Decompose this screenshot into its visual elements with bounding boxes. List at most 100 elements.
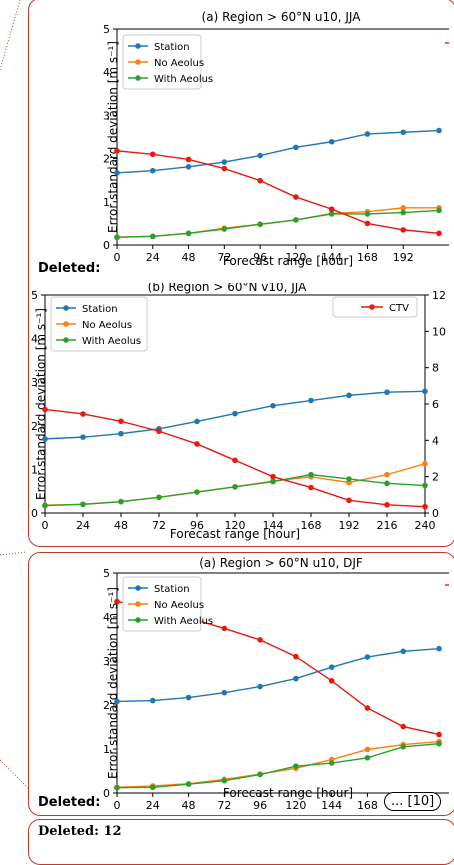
y-tick-label: 3 <box>31 376 38 389</box>
x-tick-label: 48 <box>182 251 196 264</box>
series-point-station <box>364 131 371 137</box>
x-tick-label: 144 <box>321 251 342 264</box>
deleted-balloon-2[interactable]: (a) Region > 60°N u10, DJF 0 1 2 3 4 5 0 24 48 72 9… <box>28 552 454 816</box>
x-tick-label: 120 <box>225 519 246 532</box>
y-tick-label: 2 <box>103 153 110 166</box>
x-tick-label: 24 <box>76 519 90 532</box>
y-tick-label: 4 <box>103 611 110 624</box>
x-tick-label: 216 <box>377 519 398 532</box>
series-point-with-aeolus <box>185 781 192 787</box>
x-tick-label: 144 <box>263 519 284 532</box>
x-tick-label: 0 <box>42 519 49 532</box>
legend-marker <box>135 59 141 65</box>
series-point-unnamed <box>114 148 120 154</box>
legend-label: Station <box>154 584 190 595</box>
series-point-no-aeolus <box>422 460 428 467</box>
series-point-with-aeolus <box>293 763 299 769</box>
y-axis-title: Error standard deviation [m s⁻¹] <box>106 41 120 233</box>
chart-title: (a) Region > 60°N u10, DJF <box>199 556 363 570</box>
x-tick-label: 192 <box>393 251 414 264</box>
series-point-with-aeolus <box>221 226 228 232</box>
x-tick-label: 96 <box>253 251 267 264</box>
series-point-station <box>436 645 442 652</box>
legend-marker <box>135 617 141 623</box>
series-point-ctv <box>118 418 124 425</box>
y-tick-label: 3 <box>103 655 110 668</box>
series-point-unnamed <box>114 598 120 605</box>
x-tick-label: 168 <box>357 799 378 812</box>
series-point-with-aeolus <box>257 771 263 778</box>
series-point-station <box>328 138 335 145</box>
series-point-station <box>293 675 299 682</box>
y2-tick-label: 6 <box>432 398 439 411</box>
series-point-with-aeolus <box>364 755 371 761</box>
series-point-no-aeolus <box>400 205 407 211</box>
deleted-balloon-3[interactable]: Deleted: 12 <box>28 819 454 865</box>
series-point-with-aeolus <box>185 230 192 237</box>
series-point-station <box>114 698 120 705</box>
chart-u10-djf: (a) Region > 60°N u10, DJF 0 1 2 3 4 5 0 24 48 72 9… <box>103 556 449 812</box>
legend-marker <box>63 337 69 343</box>
series-point-with-aeolus <box>114 234 120 241</box>
series-point-station <box>149 697 156 704</box>
legend-box <box>122 576 202 632</box>
more-changes-button[interactable]: ... [10] <box>384 792 442 811</box>
series-point-station <box>384 389 390 396</box>
series-line-station <box>116 647 440 703</box>
series-point-station <box>185 164 192 170</box>
y-tick-label: 1 <box>31 463 38 476</box>
series-point-station <box>185 694 192 701</box>
y-tick-label: 3 <box>103 109 110 122</box>
y-tick-label: 5 <box>103 567 110 580</box>
series-point-station <box>308 397 314 404</box>
series-point-station <box>422 388 428 395</box>
series-point-unnamed <box>221 165 228 172</box>
series-point-station <box>400 648 407 655</box>
series-line-no-aeolus <box>116 740 440 788</box>
series-point-with-aeolus <box>114 784 120 791</box>
legend-label: With Aeolus <box>154 74 213 85</box>
series-group <box>114 127 442 241</box>
series-point-station <box>257 683 263 690</box>
chart-title: (b) Region > 60°N v10, JJA <box>148 283 307 294</box>
x-tick-label: 72 <box>217 799 231 812</box>
series-point-unnamed <box>257 637 263 643</box>
series-point-with-aeolus <box>436 740 442 747</box>
series-point-unnamed <box>221 625 228 632</box>
legend-label: Station <box>154 42 190 53</box>
legend-box <box>122 34 202 90</box>
y2-tick-label: 4 <box>432 434 439 447</box>
series-point-with-aeolus <box>293 217 299 223</box>
deleted-balloon-1[interactable]: (a) Region > 60°N u10, JJA 0 1 2 3 4 5 0 24 48 72 9… <box>28 0 454 547</box>
x-tick-label: 144 <box>321 799 342 812</box>
series-point-ctv <box>384 502 390 508</box>
series-point-unnamed <box>400 227 407 233</box>
legend-label: With Aeolus <box>82 336 141 347</box>
series-point-with-aeolus <box>436 207 442 214</box>
series-point-station <box>293 144 299 151</box>
x-tick-label: 168 <box>357 251 378 264</box>
series-point-unnamed <box>293 653 299 660</box>
legend-label: No Aeolus <box>154 58 204 69</box>
x-axis-title: Forecast range [hour] <box>223 786 353 800</box>
x-axis-title: Forecast range [hour] <box>223 254 353 268</box>
series-point-ctv <box>42 406 48 413</box>
x-tick-label: 24 <box>146 799 160 812</box>
y-axis-title: Error standard deviation [m s⁻¹] <box>106 587 120 779</box>
series-point-with-aeolus <box>384 480 390 487</box>
x-axis-title: Forecast range [hour] <box>170 527 300 541</box>
series-point-with-aeolus <box>400 744 407 750</box>
series-point-unnamed <box>257 177 263 184</box>
y-tick-label: 0 <box>103 239 110 252</box>
series-group <box>42 388 428 510</box>
series-point-station <box>149 167 156 174</box>
x-tick-label: 96 <box>253 799 267 812</box>
x-tick-label: 48 <box>182 799 196 812</box>
deleted-12-label: Deleted: 12 <box>38 824 122 839</box>
legend-marker <box>135 601 141 607</box>
series-point-with-aeolus <box>328 760 335 766</box>
series-point-with-aeolus <box>194 489 200 495</box>
series-point-with-aeolus <box>42 502 48 509</box>
series-point-station <box>270 402 276 409</box>
y-tick-label: 2 <box>103 699 110 712</box>
